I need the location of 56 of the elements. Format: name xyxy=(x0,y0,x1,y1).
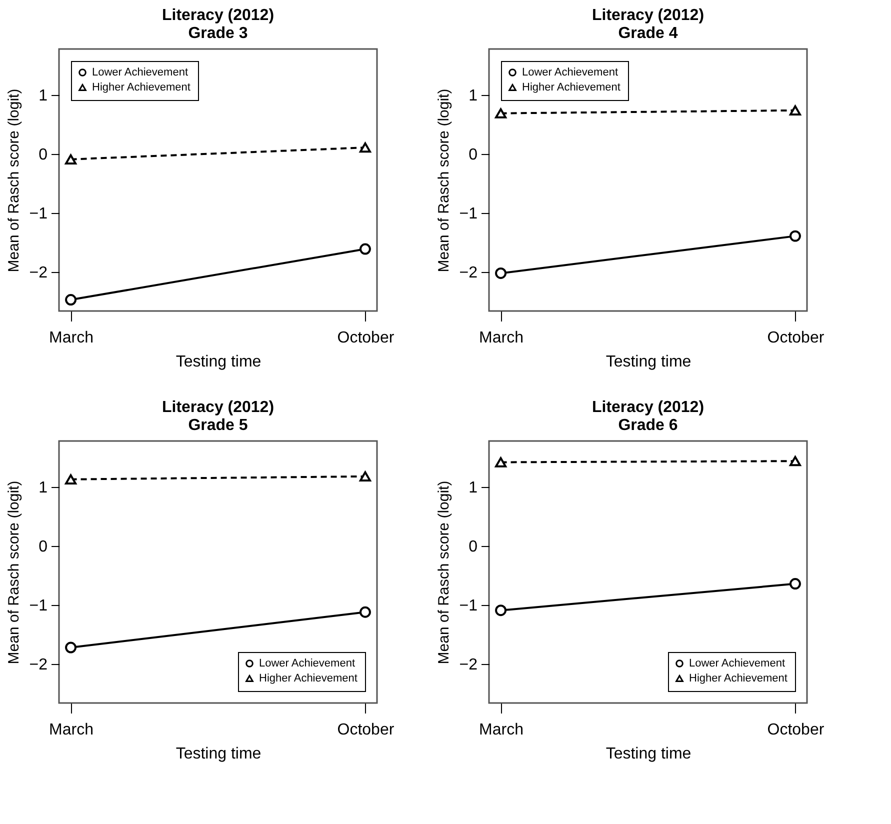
y-axis-title: Mean of Rasch score (logit) xyxy=(435,480,452,664)
legend-label: Higher Achievement xyxy=(92,82,190,94)
point xyxy=(789,230,801,242)
y-tick-label: −1 xyxy=(29,206,48,223)
x-tick-label: March xyxy=(49,722,94,738)
x-tick-label: October xyxy=(337,330,395,346)
y-tick-label: −2 xyxy=(459,264,478,282)
point xyxy=(65,642,77,654)
legend-label: Higher Achievement xyxy=(689,672,788,684)
y-tick-label: 1 xyxy=(38,88,48,105)
y-tick-label: 1 xyxy=(468,88,478,105)
x-axis-title: Testing time xyxy=(606,746,692,762)
y-tick-label: −2 xyxy=(29,264,48,282)
chart-title: Literacy (2012) xyxy=(162,399,274,416)
chart-subtitle: Grade 6 xyxy=(618,417,678,434)
legend-label: Lower Achievement xyxy=(92,66,188,78)
chart-subtitle: Grade 3 xyxy=(188,25,248,42)
legend-label: Lower Achievement xyxy=(689,658,785,670)
y-axis-title: Mean of Rasch score (logit) xyxy=(5,88,22,272)
y-tick-label: 0 xyxy=(468,538,478,556)
y-tick-label: 1 xyxy=(468,480,478,497)
x-tick-label: October xyxy=(337,722,395,738)
x-tick-label: October xyxy=(767,330,825,346)
chart-subtitle: Grade 4 xyxy=(618,25,678,42)
legend-label: Higher Achievement xyxy=(522,82,620,94)
x-axis-title: Testing time xyxy=(176,354,262,370)
chart-title: Literacy (2012) xyxy=(162,7,274,24)
chart-subtitle: Grade 5 xyxy=(188,417,248,434)
point xyxy=(789,578,801,590)
y-tick-label: 1 xyxy=(38,480,48,497)
legend-label: Lower Achievement xyxy=(259,658,355,670)
y-tick-label: −1 xyxy=(29,598,48,615)
x-tick-label: March xyxy=(479,330,524,346)
legend-label: Lower Achievement xyxy=(522,66,618,78)
y-tick-label: 0 xyxy=(38,538,48,556)
point xyxy=(495,604,507,616)
y-tick-label: −2 xyxy=(29,656,48,674)
point xyxy=(359,606,371,618)
point xyxy=(65,294,77,306)
point xyxy=(359,243,371,255)
y-tick-label: −1 xyxy=(459,206,478,223)
y-tick-label: −2 xyxy=(459,656,478,674)
x-tick-label: March xyxy=(49,330,94,346)
y-tick-label: 0 xyxy=(468,146,478,164)
chart-title: Literacy (2012) xyxy=(592,7,704,24)
y-tick-label: −1 xyxy=(459,598,478,615)
point xyxy=(495,268,507,279)
x-tick-label: October xyxy=(767,722,825,738)
x-axis-title: Testing time xyxy=(176,746,262,762)
chart-title: Literacy (2012) xyxy=(592,399,704,416)
y-tick-label: 0 xyxy=(38,146,48,164)
x-axis-title: Testing time xyxy=(606,354,692,370)
x-tick-label: March xyxy=(479,722,524,738)
legend-label: Higher Achievement xyxy=(259,672,358,684)
y-axis-title: Mean of Rasch score (logit) xyxy=(5,480,22,664)
y-axis-title: Mean of Rasch score (logit) xyxy=(435,88,452,272)
